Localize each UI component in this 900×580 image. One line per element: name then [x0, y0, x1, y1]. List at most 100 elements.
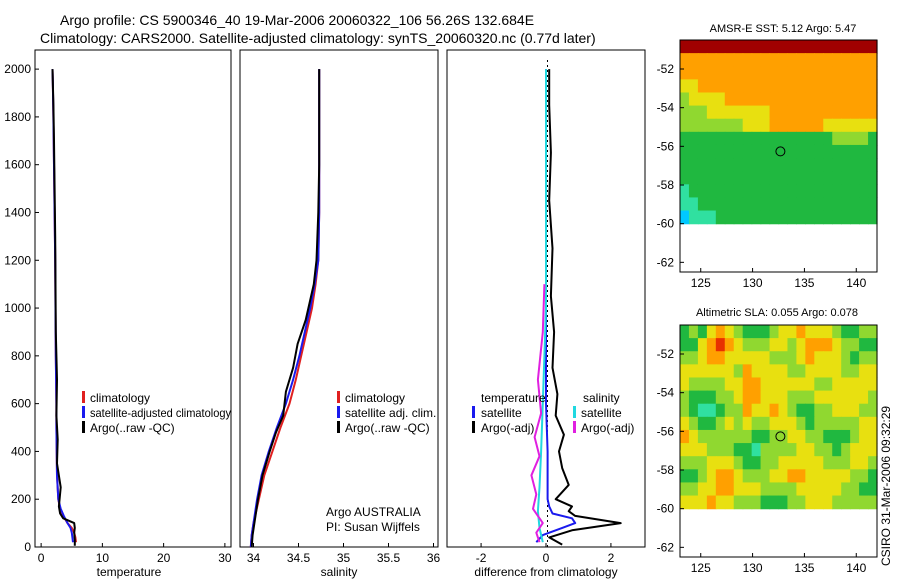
sla-map-cell [680, 482, 690, 497]
sst-map-cell [832, 171, 842, 185]
sla-map-cell [850, 377, 860, 392]
sla-map-cell [841, 443, 851, 457]
sla-lat-tick-label: -52 [657, 347, 675, 361]
sla-map-cell [760, 390, 771, 405]
sla-map-cell [733, 469, 744, 484]
sla-map-cell [742, 456, 753, 470]
sla-map-cell [850, 429, 860, 444]
sla-map-cell [697, 495, 708, 510]
sst-map-cell [697, 171, 708, 185]
sla-map-cell [706, 456, 717, 470]
sla-map-cell [868, 338, 878, 352]
sla-map-cell [859, 495, 869, 510]
sst-map-cell [688, 40, 699, 54]
sla-map-cell [715, 495, 726, 510]
sla-map-cell [769, 364, 780, 379]
sla-map-cell [697, 482, 708, 497]
sla-map-cell [868, 325, 878, 339]
sla-map-cell [850, 338, 860, 352]
sla-map-cell [814, 338, 824, 352]
sla-map-cell [688, 403, 699, 418]
sla-map-cell [778, 403, 789, 418]
sst-map-cell [760, 184, 771, 199]
sla-map-cell [778, 390, 789, 405]
sla-map-cell [769, 403, 780, 418]
sst-map-cell [859, 197, 869, 212]
sst-map-cell [805, 210, 815, 225]
sst-map-cell [706, 118, 717, 133]
sst-map-cell [859, 79, 869, 94]
sst-map-cell [832, 197, 842, 212]
sst-map-cell [850, 66, 860, 80]
sst-map-cell [680, 144, 690, 159]
sst-map-cell [832, 66, 842, 80]
sla-map-cell [850, 495, 860, 510]
sst-map-cell [814, 105, 824, 120]
sla-map-cell [751, 364, 762, 379]
sst-map-cell [706, 197, 717, 212]
sst-map-cell [787, 66, 797, 80]
sst-map-cell [814, 66, 824, 80]
sla-map-cell [823, 364, 833, 379]
sla-map-cell [724, 351, 735, 365]
depth-tick-label: 200 [11, 492, 31, 506]
sla-map-cell [814, 377, 824, 392]
sst-map-cell [850, 184, 860, 199]
sst-map-cell [868, 197, 878, 212]
sla-map-cell [697, 469, 708, 484]
depth-tick-label: 1200 [4, 253, 31, 267]
sst-map-cell [680, 40, 690, 54]
sla-map-cell [688, 469, 699, 484]
sst-map-cell [868, 158, 878, 172]
sst-map-cell [751, 105, 762, 120]
sla-map-cell [868, 456, 878, 470]
sst-map-cell [841, 171, 851, 185]
sst-map-cell [778, 197, 789, 212]
depth-tick-label: 400 [11, 444, 31, 458]
sst-map-cell [805, 144, 815, 159]
sst-map-cell [796, 210, 806, 225]
sla-map-cell [697, 390, 708, 405]
sst-map-cell [805, 53, 815, 67]
sst-map-cell [697, 197, 708, 212]
sla-map-cell [760, 495, 771, 510]
sla-map-cell [688, 364, 699, 379]
sla-map-cell [733, 456, 744, 470]
sla-map-cell [769, 416, 780, 431]
sst-map-cell [850, 92, 860, 107]
sst-map-cell [850, 79, 860, 94]
sst-map-cell [814, 131, 824, 146]
sla-map-cell [814, 429, 824, 444]
sst-map-cell [850, 105, 860, 120]
sst-map-cell [778, 210, 789, 225]
sst-map-cell [787, 197, 797, 212]
sla-map-cell [868, 482, 878, 497]
difference-x-tick-label: -2 [476, 551, 487, 565]
sla-map-cell [680, 403, 690, 418]
sst-lat-tick-label: -60 [657, 217, 675, 231]
sst-lon-tick-label: 135 [794, 276, 814, 290]
sla-map-cell [688, 429, 699, 444]
sst-map-cell [787, 158, 797, 172]
sst-map-cell [778, 79, 789, 94]
sst-map-cell [733, 131, 744, 146]
sla-map-cell [796, 338, 806, 352]
sst-map-cell [697, 66, 708, 80]
sla-map-cell [680, 456, 690, 470]
sst-map-cell [823, 158, 833, 172]
sst-map-cell [715, 79, 726, 94]
sla-map-cell [733, 403, 744, 418]
sla-map-cell [805, 495, 815, 510]
sst-map-cell [841, 92, 851, 107]
sla-map-cell [751, 351, 762, 365]
sst-map-cell [859, 53, 869, 67]
sla-map-cell [859, 429, 869, 444]
sla-map-cell [760, 469, 771, 484]
sla-map-cell [751, 469, 762, 484]
sst-map-cell [841, 105, 851, 120]
sst-map-cell [787, 118, 797, 133]
sst-map-cell [724, 92, 735, 107]
sla-map-cell [760, 429, 771, 444]
sst-map-cell [724, 158, 735, 172]
sla-map-cell [787, 325, 797, 339]
